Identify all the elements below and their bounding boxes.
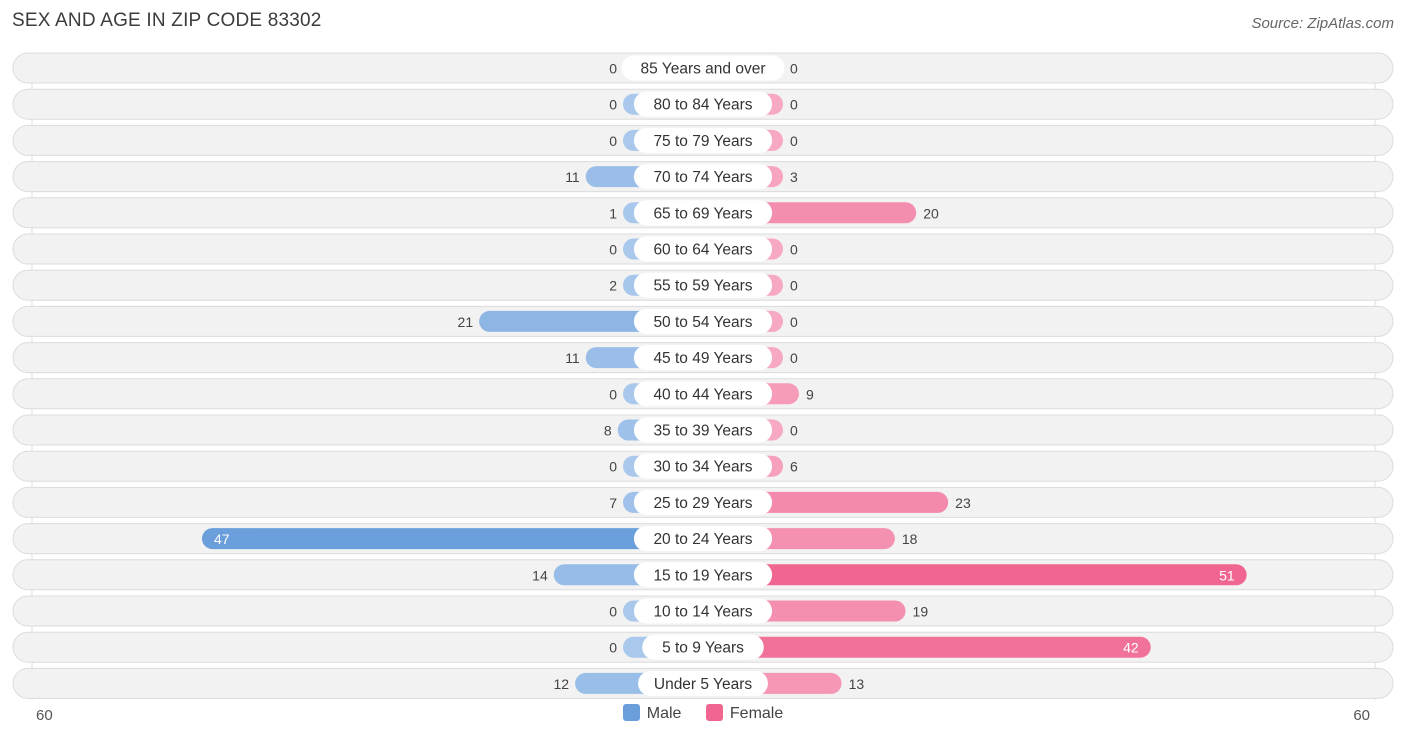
value-label-female: 19: [913, 604, 929, 620]
value-label-male: 12: [554, 676, 570, 692]
category-label-40-to-44-years: 40 to 44 Years: [653, 386, 752, 403]
category-label-background: [633, 127, 773, 153]
value-label-male: 14: [532, 567, 548, 583]
category-label-50-to-54-years: 50 to 54 Years: [653, 314, 752, 331]
category-label-20-to-24-years: 20 to 24 Years: [653, 531, 752, 548]
value-label-female: 6: [790, 459, 798, 475]
value-label-male: 0: [609, 386, 617, 402]
value-label-female: 51: [1219, 567, 1235, 583]
bar-female-15-to-19-years: [703, 564, 1247, 586]
value-label-male: 21: [458, 314, 474, 330]
category-label-background: [633, 272, 773, 298]
category-label-60-to-64-years: 60 to 64 Years: [653, 242, 752, 259]
chart-title: SEX AND AGE IN ZIP CODE 83302: [12, 10, 322, 31]
category-label-background: [633, 526, 773, 552]
category-label-35-to-39-years: 35 to 39 Years: [653, 423, 752, 440]
value-label-female: 9: [806, 386, 814, 402]
axis-right-label: 60: [1353, 707, 1370, 724]
value-label-male: 0: [609, 97, 617, 113]
value-label-male: 2: [609, 278, 617, 294]
legend: Male Female: [0, 704, 1406, 723]
category-label-70-to-74-years: 70 to 74 Years: [653, 169, 752, 186]
value-label-female: 0: [790, 314, 798, 330]
category-label-background: [633, 345, 773, 371]
value-label-male: 47: [214, 531, 230, 547]
category-label-background: [633, 381, 773, 407]
value-label-female: 0: [790, 61, 798, 77]
legend-male-label: Male: [646, 705, 682, 722]
value-label-male: 0: [609, 61, 617, 77]
legend-male-swatch: [622, 704, 640, 721]
value-label-female: 0: [790, 278, 798, 294]
category-label-background: [633, 489, 773, 515]
value-label-male: 0: [609, 133, 617, 149]
category-label-25-to-29-years: 25 to 29 Years: [653, 495, 752, 512]
category-label-background: [633, 453, 773, 479]
category-label-10-to-14-years: 10 to 14 Years: [653, 604, 752, 621]
bar-male-20-to-24-years: [201, 528, 704, 550]
category-label-80-to-84-years: 80 to 84 Years: [653, 97, 752, 114]
legend-female-label: Female: [729, 705, 784, 722]
category-label-55-to-59-years: 55 to 59 Years: [653, 278, 752, 295]
category-label-30-to-34-years: 30 to 34 Years: [653, 459, 752, 476]
value-label-male: 0: [609, 604, 617, 620]
category-label-background: [642, 634, 764, 660]
value-label-male: 11: [565, 350, 580, 366]
category-label-background: [633, 236, 773, 262]
category-label-background: [633, 598, 773, 624]
value-label-female: 42: [1123, 640, 1139, 656]
value-label-male: 0: [609, 459, 617, 475]
category-label-background: [638, 670, 768, 696]
category-label-45-to-49-years: 45 to 49 Years: [653, 350, 752, 367]
legend-female: Female: [705, 704, 784, 723]
bar-female-5-to-9-years: [703, 636, 1151, 658]
value-label-female: 0: [790, 242, 798, 258]
value-label-female: 23: [955, 495, 971, 511]
value-label-female: 13: [849, 676, 865, 692]
source-label: Source: ZipAtlas.com: [1251, 15, 1394, 32]
value-label-male: 0: [609, 242, 617, 258]
value-label-male: 11: [565, 169, 580, 185]
legend-male: Male: [622, 704, 682, 723]
category-label-under-5-years: Under 5 Years: [654, 676, 752, 693]
value-label-female: 18: [902, 531, 918, 547]
category-label-15-to-19-years: 15 to 19 Years: [653, 567, 752, 584]
legend-female-swatch: [705, 704, 723, 721]
value-label-male: 0: [609, 640, 617, 656]
value-label-male: 8: [604, 423, 612, 439]
category-label-background: [633, 308, 773, 334]
category-label-background: [633, 417, 773, 443]
category-label-5-to-9-years: 5 to 9 Years: [662, 640, 744, 657]
category-label-background: [633, 91, 773, 117]
category-label-background: [633, 562, 773, 588]
category-label-65-to-69-years: 65 to 69 Years: [653, 205, 752, 222]
category-label-85-years-and-over: 85 Years and over: [641, 61, 766, 78]
value-label-female: 0: [790, 423, 798, 439]
category-label-background: [633, 164, 773, 190]
value-label-male: 7: [609, 495, 617, 511]
value-label-female: 0: [790, 133, 798, 149]
axis-left-label: 60: [36, 707, 53, 724]
value-label-female: 0: [790, 350, 798, 366]
value-label-female: 0: [790, 97, 798, 113]
value-label-male: 1: [609, 205, 617, 221]
category-label-background: [633, 200, 773, 226]
category-label-background: [621, 55, 785, 81]
category-label-75-to-79-years: 75 to 79 Years: [653, 133, 752, 150]
value-label-female: 3: [790, 169, 798, 185]
value-label-female: 20: [923, 205, 939, 221]
